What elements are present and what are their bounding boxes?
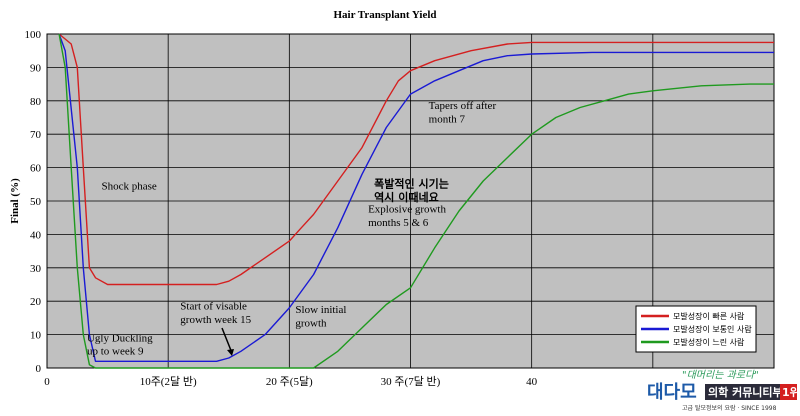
legend-entry: 모발성장이 느린 사람 — [673, 337, 745, 347]
watermark: "대머리는 과로다" 대다모 의학 커뮤니티부문 1위 고급 탈모정보의 요람 … — [647, 369, 800, 412]
annotation-text: months 5 & 6 — [368, 217, 429, 229]
y-tick-label: 70 — [30, 129, 42, 141]
watermark-sub: 고급 탈모정보의 요람 · SINCE 1998 — [682, 404, 777, 412]
x-tick-label: 10주(2달 반) — [140, 375, 197, 388]
x-tick-label: 0 — [44, 376, 50, 388]
annotation-text: growth — [295, 317, 327, 329]
annotation-text: Slow initial — [295, 304, 346, 316]
watermark-box-text: 의학 커뮤니티부문 — [708, 385, 793, 399]
y-tick-label: 60 — [30, 163, 42, 175]
annotation-text: month 7 — [429, 114, 466, 126]
y-axis-label: Final (%) — [9, 178, 21, 224]
y-tick-label: 100 — [25, 29, 42, 41]
axis-ticks: 0 10 20 30 40 50 60 70 80 90 100 0 10주(2달 반) 20 주(5달)… — [25, 29, 538, 388]
watermark-tagline: "대머리는 과로다" — [682, 369, 759, 381]
x-tick-label: 20 주(5달) — [266, 375, 313, 388]
y-tick-label: 20 — [30, 296, 42, 308]
y-tick-label: 50 — [30, 196, 42, 208]
series-line-3 — [58, 33, 774, 369]
annotation-text: 역시 이때네요 — [374, 190, 439, 204]
y-tick-label: 40 — [30, 229, 42, 241]
watermark-rank: 1위 — [782, 386, 800, 399]
arrow-line — [221, 327, 233, 354]
annotation-text: Start of visable — [180, 301, 247, 313]
annotation-text: Tapers off after — [429, 100, 497, 112]
annotations: Shock phase Ugly Duckling up to week 9 Star… — [87, 100, 496, 357]
x-tick-label: 30 주(7달 반) — [381, 375, 441, 388]
chart-title: Hair Transplant Yield — [333, 9, 436, 21]
y-tick-label: 80 — [30, 96, 42, 108]
legend-entry: 모발성장이 보통인 사람 — [673, 324, 752, 334]
watermark-rank-box — [780, 384, 797, 400]
y-tick-label: 0 — [36, 363, 42, 375]
annotation-text: up to week 9 — [87, 346, 144, 358]
series-line-1 — [58, 33, 774, 286]
y-tick-label: 10 — [30, 330, 42, 342]
series-lines — [58, 33, 774, 369]
x-tick-label: 40 — [526, 376, 538, 388]
watermark-box — [705, 384, 797, 400]
y-tick-label: 90 — [30, 62, 42, 74]
annotation-text: Ugly Duckling — [87, 332, 153, 344]
annotation-text: Explosive growth — [368, 204, 446, 216]
watermark-logo: 대다모 — [647, 382, 697, 403]
annotation-text: growth week 15 — [180, 314, 251, 326]
legend-entry: 모발성장이 빠른 사람 — [673, 311, 745, 321]
annotation-text: 폭발적인 시기는 — [374, 177, 449, 191]
arrow-head — [227, 349, 234, 356]
y-tick-label: 30 — [30, 263, 42, 275]
annotation-text: Shock phase — [102, 180, 157, 192]
series-line-2 — [58, 33, 774, 362]
